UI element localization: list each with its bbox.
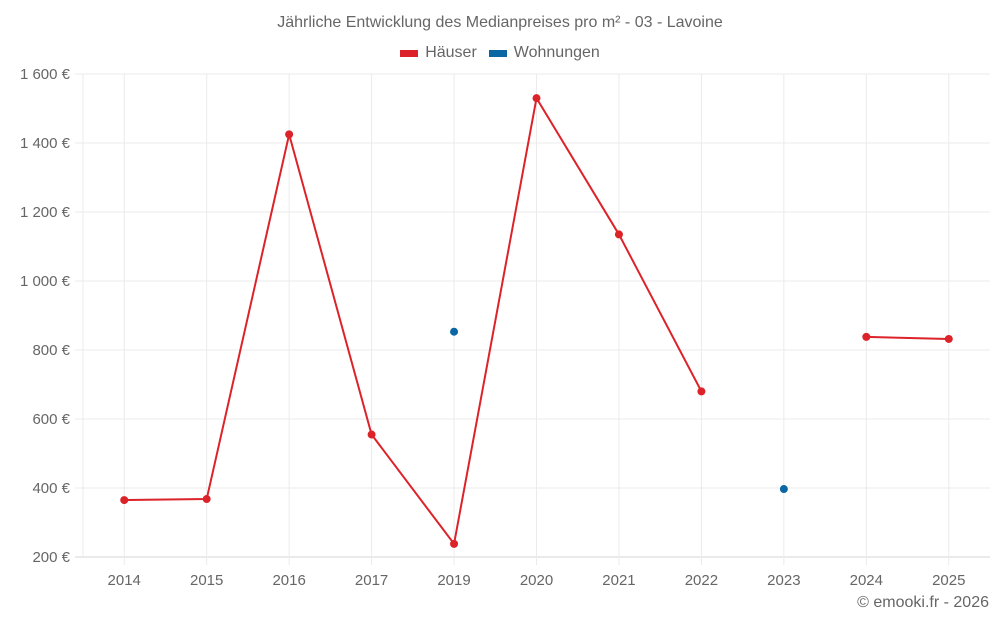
data-point[interactable]: [944, 334, 953, 343]
data-point[interactable]: [450, 327, 459, 336]
x-tick-label: 2015: [190, 572, 223, 589]
y-tick-label: 600 €: [32, 411, 70, 428]
x-tick-label: 2017: [355, 572, 388, 589]
legend-label-wohnungen: Wohnungen: [513, 44, 600, 61]
y-tick-label: 400 €: [32, 480, 70, 497]
x-tick-label: 2023: [767, 572, 800, 589]
data-point[interactable]: [202, 495, 211, 504]
data-point[interactable]: [450, 539, 459, 548]
x-tick-label: 2019: [437, 572, 470, 589]
x-axis: 2014 2015 2016 2017 2019 2020 2021 2022 2023 2024…: [108, 572, 966, 589]
legend-swatch-wohnungen-icon: [488, 49, 507, 57]
data-point[interactable]: [779, 485, 788, 494]
x-tick-label: 2022: [685, 572, 718, 589]
legend-label-haeuser: Häuser: [425, 44, 477, 61]
x-tick-label: 2020: [520, 572, 553, 589]
x-tick-label: 2024: [850, 572, 883, 589]
legend-swatch-haeuser-icon: [400, 49, 419, 57]
y-tick-label: 1 000 €: [20, 273, 71, 290]
y-tick-label: 200 €: [32, 549, 70, 566]
legend-item-haeuser[interactable]: Häuser: [400, 44, 477, 62]
y-tick-label: 1 200 €: [20, 204, 71, 221]
series-line: [866, 335, 949, 340]
data-point[interactable]: [862, 332, 871, 341]
x-tick-label: 2014: [108, 572, 141, 589]
data-point[interactable]: [285, 130, 294, 139]
x-tick-label: 2016: [272, 572, 305, 589]
y-tick-label: 1 400 €: [20, 135, 71, 152]
y-axis: 200 € 400 € 600 € 800 € 1 000 € 1 200 € 1 400 …: [20, 66, 71, 566]
chart-legend: Häuser Wohnungen: [0, 44, 1000, 62]
y-tick-label: 800 €: [32, 342, 70, 359]
gridlines: [75, 73, 990, 565]
y-tick-label: 1 600 €: [20, 66, 71, 83]
data-point[interactable]: [614, 230, 623, 239]
legend-item-wohnungen[interactable]: Wohnungen: [488, 44, 600, 62]
data-point[interactable]: [120, 496, 129, 505]
x-tick-label: 2021: [602, 572, 635, 589]
data-point[interactable]: [367, 430, 376, 439]
series-line: [124, 95, 703, 547]
data-point[interactable]: [697, 387, 706, 396]
data-point[interactable]: [532, 94, 541, 103]
x-tick-label: 2025: [932, 572, 965, 589]
credit-text: © emooki.fr - 2026: [857, 594, 989, 611]
data-series: [120, 94, 953, 548]
chart-title: Jährliche Entwicklung des Medianpreises …: [277, 14, 723, 31]
